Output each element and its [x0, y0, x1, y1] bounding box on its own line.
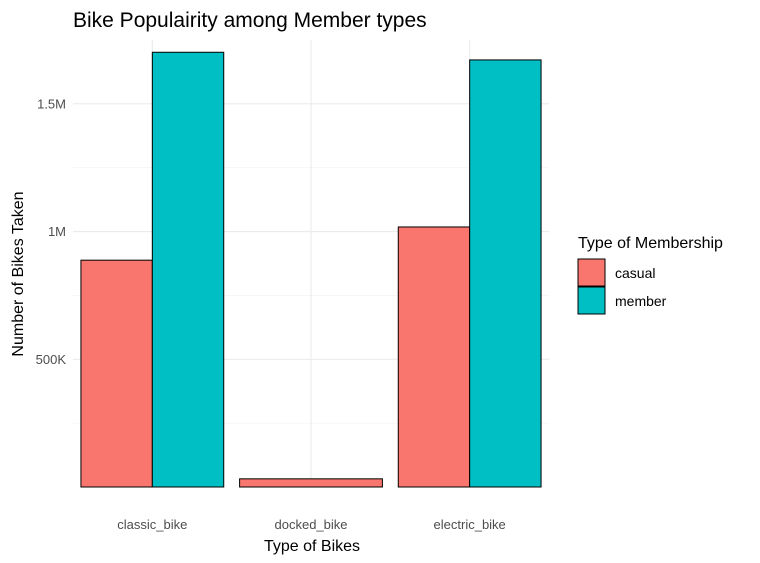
chart-title: Bike Populairity among Member types — [73, 9, 427, 32]
legend-swatch-member — [577, 286, 606, 315]
bar-electric_bike-member — [469, 59, 542, 488]
legend-label-casual: casual — [615, 265, 655, 281]
legend-title: Type of Membership — [578, 235, 723, 252]
bar-electric_bike-casual — [397, 226, 471, 488]
x-axis-title: Type of Bikes — [264, 538, 360, 555]
y-tick-label: 1M — [48, 224, 66, 239]
x-tick-label: classic_bike — [117, 517, 187, 532]
bar-classic_bike-member — [151, 51, 225, 488]
legend-label-member: member — [615, 293, 667, 309]
bar-docked_bike-casual — [239, 478, 383, 488]
x-tick-label: electric_bike — [434, 517, 506, 532]
legend-swatch-casual — [577, 258, 606, 287]
bars — [80, 51, 542, 488]
bar-classic_bike-casual — [80, 259, 153, 488]
y-tick-label: 1.5M — [37, 96, 66, 111]
x-axis-ticks: classic_bike docked_bike electric_bike — [117, 517, 506, 532]
y-axis-title: Number of Bikes Taken — [10, 191, 27, 356]
legend: Type of Membership casual member — [577, 235, 723, 315]
y-tick-label: 500K — [36, 352, 67, 367]
y-axis-ticks: 500K 1M 1.5M — [36, 96, 67, 366]
x-tick-label: docked_bike — [275, 517, 348, 532]
